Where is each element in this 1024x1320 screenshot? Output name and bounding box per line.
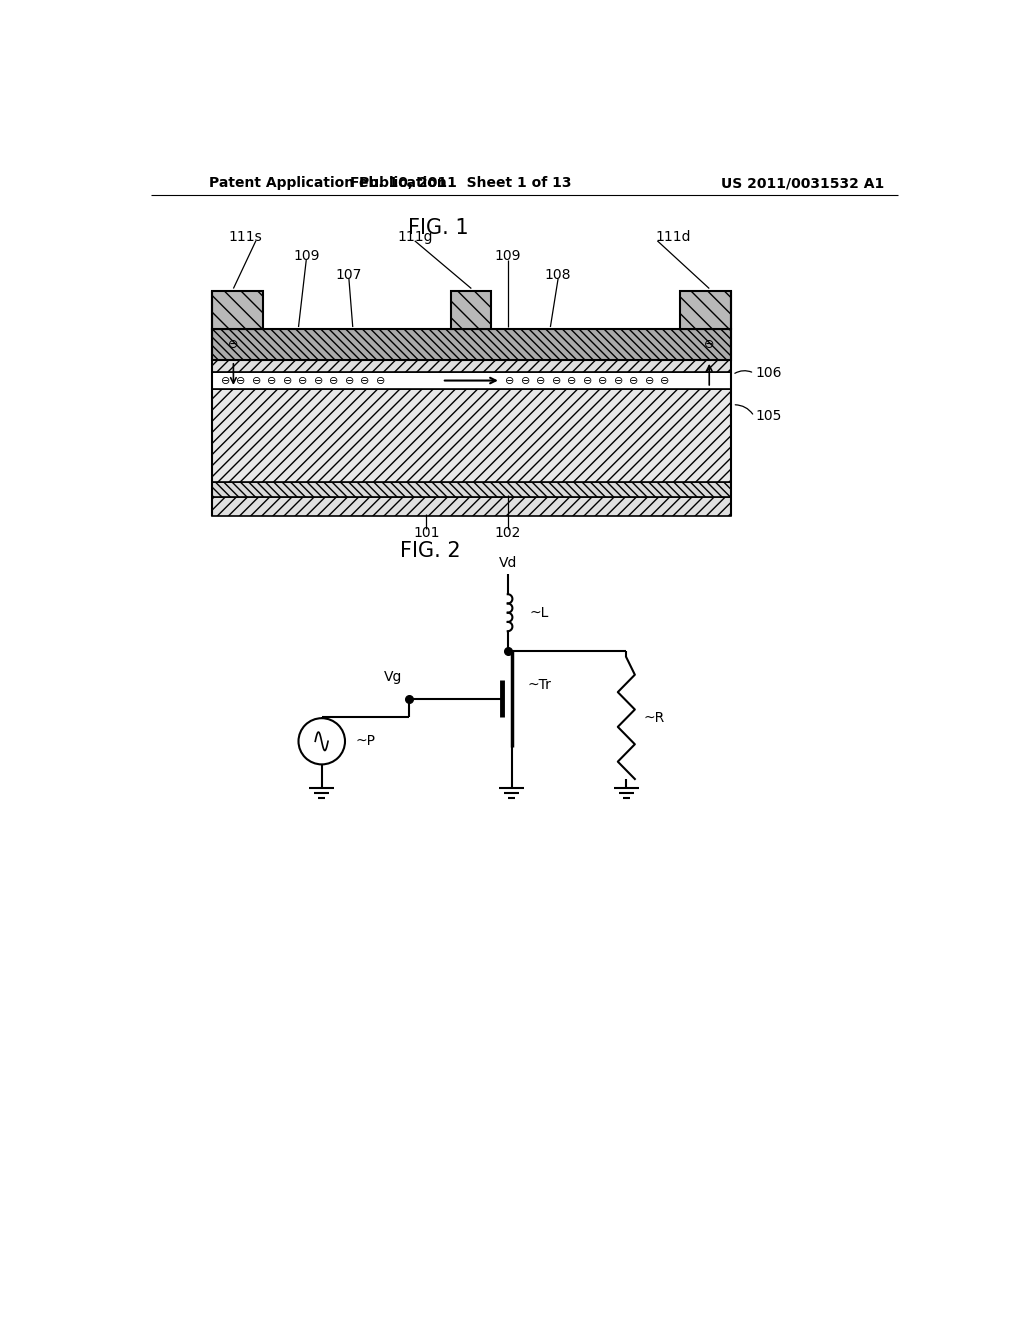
Text: Vg: Vg: [384, 671, 402, 684]
Text: ⊖: ⊖: [660, 376, 670, 385]
Text: ⊖: ⊖: [521, 376, 530, 385]
Text: 111d: 111d: [655, 230, 690, 244]
Text: 107: 107: [336, 268, 362, 282]
Bar: [212, 360, 731, 372]
Bar: [452, 290, 492, 330]
Text: ⊖: ⊖: [645, 376, 654, 385]
Text: Patent Application Publication: Patent Application Publication: [209, 176, 447, 190]
Bar: [212, 498, 731, 516]
Text: 108: 108: [545, 268, 571, 282]
Text: ⊖: ⊖: [314, 376, 324, 385]
Text: ~Tr: ~Tr: [527, 678, 551, 692]
Text: 102: 102: [495, 527, 521, 540]
Text: 105: 105: [756, 409, 782, 424]
Text: ⊖: ⊖: [283, 376, 292, 385]
Text: ⊖: ⊖: [330, 376, 339, 385]
Bar: [680, 290, 731, 330]
Text: ⊖: ⊖: [237, 376, 246, 385]
Text: ⊖: ⊖: [506, 376, 515, 385]
Text: ⊖: ⊖: [228, 338, 239, 351]
Text: 101: 101: [413, 527, 439, 540]
Text: Vd: Vd: [499, 557, 517, 570]
Text: 109: 109: [293, 249, 319, 263]
Text: ⊖: ⊖: [345, 376, 354, 385]
Bar: [212, 389, 731, 482]
Text: ⊖: ⊖: [705, 338, 715, 351]
Text: ⊖: ⊖: [613, 376, 624, 385]
Text: ⊖: ⊖: [267, 376, 276, 385]
Text: ⊖: ⊖: [298, 376, 308, 385]
Text: US 2011/0031532 A1: US 2011/0031532 A1: [721, 176, 884, 190]
Bar: [212, 482, 731, 498]
Text: ⊖: ⊖: [221, 376, 230, 385]
Bar: [212, 330, 731, 360]
Text: ⊖: ⊖: [252, 376, 261, 385]
Bar: [212, 290, 263, 330]
Text: ⊖: ⊖: [567, 376, 577, 385]
Text: ⊖: ⊖: [376, 376, 385, 385]
Text: Feb. 10, 2011  Sheet 1 of 13: Feb. 10, 2011 Sheet 1 of 13: [350, 176, 572, 190]
Text: 111s: 111s: [228, 230, 262, 244]
Text: 109: 109: [495, 249, 521, 263]
Text: 111g: 111g: [397, 230, 432, 244]
Text: ~L: ~L: [529, 606, 549, 619]
Text: ⊖: ⊖: [630, 376, 639, 385]
Text: FIG. 2: FIG. 2: [400, 541, 461, 561]
Text: ~R: ~R: [643, 711, 665, 725]
Text: ~P: ~P: [356, 734, 376, 748]
Text: FIG. 1: FIG. 1: [408, 218, 468, 238]
Text: ⊖: ⊖: [552, 376, 561, 385]
Bar: [212, 372, 731, 389]
Text: ⊖: ⊖: [360, 376, 370, 385]
Text: ⊖: ⊖: [537, 376, 546, 385]
Text: 106: 106: [756, 366, 782, 380]
Text: ⊖: ⊖: [583, 376, 592, 385]
Text: ⊖: ⊖: [598, 376, 608, 385]
